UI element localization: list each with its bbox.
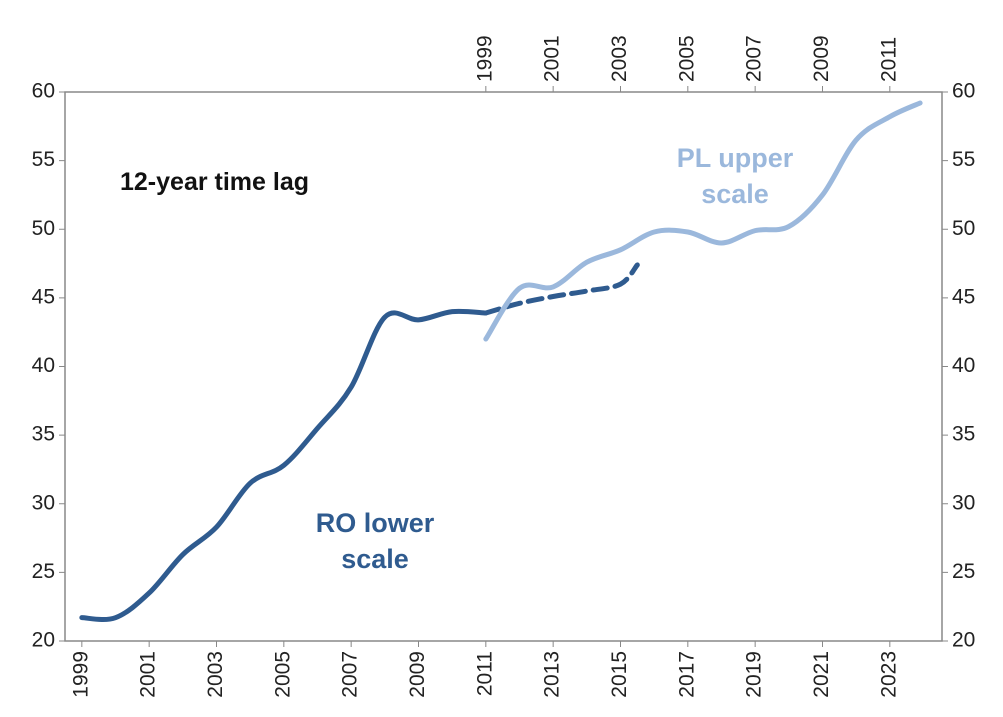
x-tick-label: 2001 [137, 651, 160, 698]
y2-tick-label: 40 [952, 354, 975, 377]
line [79, 308, 489, 622]
y-tick-label: 40 [32, 354, 55, 377]
line [483, 262, 640, 316]
x-tick-label: 2013 [541, 651, 564, 698]
x2-tick-label: 2011 [877, 37, 900, 82]
x2-tick-label: 2005 [675, 35, 698, 82]
x-tick-label: 2023 [877, 651, 900, 698]
annotation: RO lower scale [315, 508, 435, 574]
y2-tick-label: 35 [952, 423, 975, 446]
x-tick-label: 2011 [473, 651, 496, 696]
x-tick-label: 2015 [608, 651, 631, 698]
x-tick-label: 2021 [810, 651, 833, 698]
x-tick-label: 2017 [675, 651, 698, 698]
y2-tick-label: 60 [952, 80, 975, 103]
y-tick-label: 25 [32, 560, 55, 583]
x-tick-label: 2007 [339, 651, 362, 698]
annotation: 12-year time lag [120, 168, 309, 196]
x2-tick-label: 2009 [810, 35, 833, 82]
y-tick-label: 20 [32, 629, 55, 652]
y2-tick-label: 20 [952, 629, 975, 652]
y2-tick-label: 45 [952, 285, 975, 308]
y2-tick-label: 30 [952, 491, 975, 514]
x-tick-label: 1999 [69, 651, 92, 698]
x-tick-label: 2003 [204, 651, 227, 698]
y-tick-label: 55 [32, 148, 55, 171]
y-tick-label: 30 [32, 491, 55, 514]
y2-tick-label: 25 [952, 560, 975, 583]
annotation: PL upper scale [676, 143, 794, 209]
x-tick-label: 2009 [406, 651, 429, 698]
y-tick-label: 35 [32, 423, 55, 446]
line [483, 100, 923, 342]
y-tick-label: 50 [32, 217, 55, 240]
y-tick-label: 45 [32, 285, 55, 308]
x-tick-label: 2005 [271, 651, 294, 698]
x2-tick-label: 2003 [608, 35, 631, 82]
y2-tick-label: 55 [952, 148, 975, 171]
x2-tick-label: 1999 [473, 35, 496, 82]
x-tick-label: 2019 [743, 651, 766, 698]
x2-tick-label: 2007 [743, 35, 766, 82]
y2-tick-label: 50 [952, 217, 975, 240]
y-tick-label: 60 [32, 80, 55, 103]
x2-tick-label: 2001 [541, 35, 564, 82]
